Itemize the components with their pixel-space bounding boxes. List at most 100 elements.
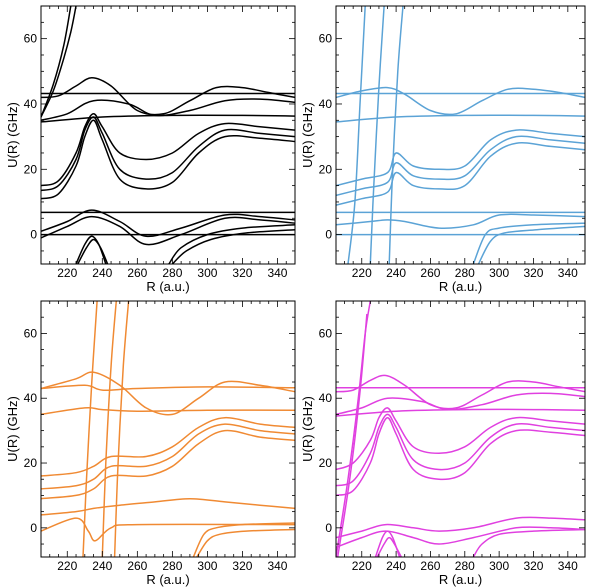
series-line-6 [336, 408, 585, 417]
series-line-1 [82, 301, 98, 557]
x-tick-label: 300 [489, 266, 509, 280]
series-group [41, 6, 295, 264]
x-axis-title: R (a.u.) [439, 572, 482, 587]
x-tick-label: 340 [267, 559, 287, 573]
y-axis-title: U(R) (GHz) [300, 102, 315, 168]
series-line-11 [336, 526, 585, 549]
x-tick-label: 320 [523, 559, 543, 573]
x-tick-label: 280 [162, 266, 182, 280]
series-line-13 [376, 536, 402, 557]
x-tick-label: 260 [420, 559, 440, 573]
y-tick-label: 0 [325, 521, 332, 535]
series-line-13 [196, 528, 295, 557]
series-line-14 [472, 528, 585, 557]
x-tick-label: 300 [489, 559, 509, 573]
series-line-9 [336, 142, 585, 206]
series-line-8 [41, 423, 295, 490]
y-tick-label: 60 [24, 32, 38, 46]
x-axis-title: R (a.u.) [146, 279, 189, 294]
series-line-5 [336, 392, 585, 416]
x-tick-label: 220 [352, 266, 372, 280]
plot-frame [40, 5, 296, 265]
x-tick-label: 220 [57, 266, 77, 280]
panel-2: 220 240 260 280 300 320 340 0 20 40 60 R (a.u.) U(R)… [300, 5, 586, 294]
x-tick-label: 340 [267, 266, 287, 280]
series-line-13 [472, 222, 585, 264]
y-tick-label: 40 [24, 97, 38, 111]
x-tick-label: 340 [558, 266, 578, 280]
series-line-17 [171, 228, 295, 264]
x-tick-label: 240 [386, 559, 406, 573]
series-line-3 [388, 6, 404, 264]
series-line-6 [336, 114, 585, 123]
series-line-1 [347, 6, 366, 264]
series-line-9 [336, 416, 585, 497]
y-tick-label: 60 [319, 32, 333, 46]
series-line-2 [369, 6, 385, 264]
y-tick-label: 60 [24, 326, 38, 340]
series-line-15 [77, 238, 109, 264]
x-axis-title: R (a.u.) [439, 279, 482, 294]
series-group [336, 6, 585, 264]
x-tick-label: 260 [127, 266, 147, 280]
series-line-4 [41, 384, 295, 391]
x-tick-label: 280 [455, 559, 475, 573]
x-tick-label: 240 [386, 266, 406, 280]
x-tick-label: 320 [232, 559, 252, 573]
series-line-12 [192, 522, 295, 557]
series-line-8 [41, 116, 295, 192]
x-tick-label: 240 [92, 559, 112, 573]
series-line-11 [41, 517, 295, 542]
series-line-2 [336, 313, 368, 557]
series-line-8 [336, 413, 585, 487]
x-tick-label: 340 [558, 559, 578, 573]
x-tick-label: 320 [232, 266, 252, 280]
y-tick-label: 20 [24, 456, 38, 470]
series-line-6 [41, 114, 295, 123]
x-tick-label: 320 [523, 266, 543, 280]
y-tick-label: 0 [30, 521, 37, 535]
series-line-11 [41, 209, 295, 238]
series-line-12 [41, 215, 295, 246]
series-line-5 [336, 86, 585, 116]
x-tick-label: 260 [127, 559, 147, 573]
panel-1: 220 240 260 280 300 320 340 0 20 40 60 R (a.u.) U(R)… [5, 5, 296, 294]
series-line-7 [336, 407, 585, 471]
y-tick-label: 40 [319, 97, 333, 111]
series-line-8 [336, 135, 585, 197]
series-group [336, 301, 585, 557]
panel-4: 220 240 260 280 300 320 340 0 20 40 60 R (a.u.) U(R)… [300, 300, 586, 587]
series-line-6 [41, 406, 295, 416]
plot-frame [335, 300, 586, 558]
x-axis-title: R (a.u.) [146, 572, 189, 587]
series-line-5 [41, 371, 295, 416]
y-tick-label: 40 [319, 391, 333, 405]
series-line-3 [113, 301, 130, 557]
series-line-9 [41, 429, 295, 500]
series-line-11 [336, 213, 585, 229]
series-line-7 [336, 129, 585, 187]
y-tick-label: 40 [24, 391, 38, 405]
x-tick-label: 240 [92, 266, 112, 280]
series-line-14 [477, 225, 585, 264]
series-line-2 [41, 6, 72, 118]
x-tick-label: 220 [352, 559, 372, 573]
x-tick-label: 280 [455, 266, 475, 280]
series-line-10 [336, 516, 585, 539]
x-tick-label: 300 [197, 559, 217, 573]
series-line-5 [41, 98, 295, 122]
series-line-9 [41, 119, 295, 200]
series-line-7 [41, 113, 295, 187]
series-line-1 [41, 6, 77, 118]
y-axis-title: U(R) (GHz) [5, 102, 20, 168]
series-line-16 [168, 224, 295, 264]
y-tick-label: 20 [319, 456, 333, 470]
series-group [41, 301, 295, 557]
plot-frame [335, 5, 586, 265]
series-line-7 [41, 416, 295, 477]
x-tick-label: 280 [162, 559, 182, 573]
y-tick-label: 0 [30, 228, 37, 242]
series-line-4 [336, 374, 585, 410]
y-tick-label: 60 [319, 326, 333, 340]
